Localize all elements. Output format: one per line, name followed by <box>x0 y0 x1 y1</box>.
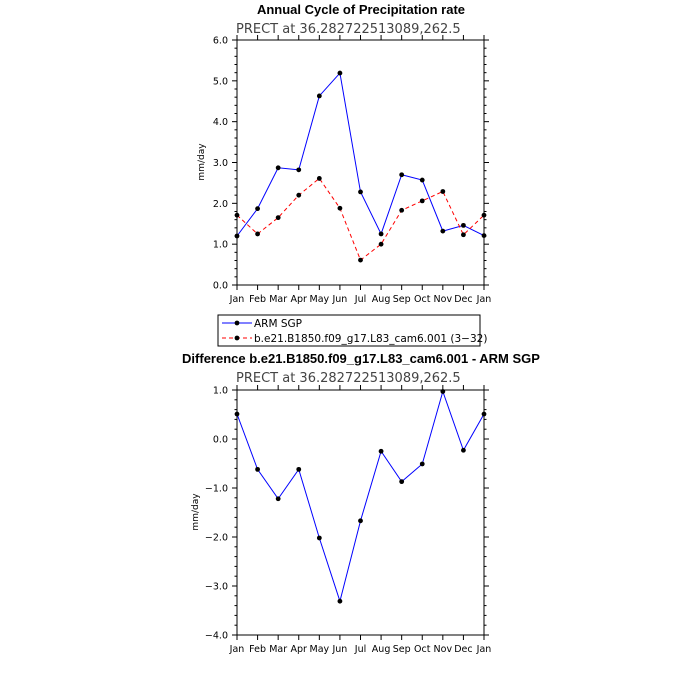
data-point <box>296 167 302 173</box>
x-tick-label: Aug <box>372 644 391 655</box>
data-point <box>481 212 487 218</box>
x-tick-label: Aug <box>372 294 391 305</box>
y-tick-label: 1.0 <box>213 240 228 251</box>
data-point <box>440 189 446 194</box>
chart-title: Annual Cycle of Precipitation rate <box>257 2 465 17</box>
x-tick-label: Nov <box>434 644 453 655</box>
x-tick-label: Apr <box>291 644 308 655</box>
x-tick-label: Jan <box>476 294 492 305</box>
data-point <box>255 466 260 472</box>
data-point <box>255 231 260 237</box>
data-point <box>296 192 302 198</box>
x-tick-label: Oct <box>414 294 431 305</box>
chart-subtitle: PRECT at 36.282722513089,262.5 <box>236 22 461 37</box>
data-point <box>419 177 425 183</box>
x-tick-label: Jan <box>229 644 245 655</box>
x-tick-label: Jan <box>476 644 492 655</box>
x-tick-label: Jun <box>331 644 347 655</box>
data-point <box>358 189 363 195</box>
y-tick-label: 1.0 <box>213 386 228 397</box>
x-tick-label: Dec <box>454 294 472 305</box>
data-point <box>316 176 322 181</box>
data-point <box>419 198 425 204</box>
legend-marker-arm-sgp <box>234 320 240 326</box>
data-point <box>378 231 384 237</box>
data-point <box>440 389 446 394</box>
legend-box <box>217 314 481 347</box>
legend-marker-model <box>234 335 240 341</box>
x-tick-label: May <box>310 644 330 655</box>
y-axis-label: mm/day <box>197 143 207 181</box>
data-point <box>275 496 281 502</box>
data-point <box>481 233 487 238</box>
precip-annual-cycle-panel: Annual Cycle of Precipitation rate PRECT… <box>197 2 491 347</box>
y-axis-label: mm/day <box>191 493 201 531</box>
data-point <box>234 233 240 239</box>
series-layer <box>234 70 487 263</box>
y-tick-label: 2.0 <box>213 199 228 210</box>
data-point <box>461 447 466 453</box>
x-tick-label: Mar <box>269 294 287 305</box>
y-tick-label: −3.0 <box>205 582 228 593</box>
data-point <box>275 165 281 171</box>
data-point <box>255 206 260 212</box>
data-point <box>234 411 240 417</box>
x-tick-label: Jul <box>354 294 366 305</box>
x-tick-label: Feb <box>249 644 266 655</box>
precip-difference-panel: Difference b.e21.B1850.f09_g17.L83_cam6.… <box>182 351 540 655</box>
data-point <box>337 598 343 604</box>
series-layer <box>234 389 487 604</box>
data-point <box>378 241 384 247</box>
y-tick-label: 0.0 <box>213 435 228 446</box>
data-point <box>358 257 363 263</box>
x-tick-label: Mar <box>269 644 287 655</box>
data-point <box>399 479 405 485</box>
y-tick-label: −2.0 <box>205 533 228 544</box>
data-point <box>399 172 405 178</box>
data-point <box>378 448 384 454</box>
x-tick-label: Jan <box>229 294 245 305</box>
data-point <box>316 93 322 99</box>
data-point <box>399 207 405 213</box>
data-point <box>419 461 425 467</box>
chart-title: Difference b.e21.B1850.f09_g17.L83_cam6.… <box>182 351 540 366</box>
y-tick-label: 3.0 <box>213 158 228 169</box>
y-tick-label: 4.0 <box>213 117 228 128</box>
x-tick-label: Jul <box>354 644 366 655</box>
axes: Jan Feb Mar Apr May Jun Jul Aug Sep Oct Nov Dec Jan−… <box>205 385 491 655</box>
x-tick-label: Nov <box>434 294 453 305</box>
data-point <box>337 205 343 211</box>
x-tick-label: Feb <box>249 294 266 305</box>
data-point <box>275 215 281 221</box>
data-point <box>296 466 302 472</box>
x-tick-label: Sep <box>393 644 411 655</box>
data-point <box>316 535 322 541</box>
data-point <box>337 70 343 76</box>
x-tick-label: May <box>310 294 330 305</box>
y-tick-label: −4.0 <box>205 631 228 642</box>
y-tick-label: 5.0 <box>213 76 228 87</box>
legend-label-model: b.e21.B1850.f09_g17.L83_cam6.001 (3−32) <box>254 333 487 345</box>
x-tick-label: Oct <box>414 644 431 655</box>
y-tick-label: −1.0 <box>205 484 228 495</box>
x-tick-label: Sep <box>393 294 411 305</box>
data-point <box>461 232 466 238</box>
x-tick-label: Dec <box>454 644 472 655</box>
legend-label-arm-sgp: ARM SGP <box>254 318 302 330</box>
x-tick-label: Jun <box>331 294 347 305</box>
chart-subtitle: PRECT at 36.282722513089,262.5 <box>236 371 461 386</box>
data-point <box>440 228 446 234</box>
x-tick-label: Apr <box>291 294 308 305</box>
axes: Jan Feb Mar Apr May Jun Jul Aug Sep Oct Nov Dec Jan0… <box>213 35 491 305</box>
data-point <box>358 518 363 524</box>
data-point <box>481 411 487 417</box>
y-tick-label: 6.0 <box>213 36 228 47</box>
data-point <box>461 222 466 228</box>
y-tick-label: 0.0 <box>213 281 228 292</box>
data-point <box>234 212 240 218</box>
legend: ARM SGP b.e21.B1850.f09_g17.L83_cam6.001… <box>217 314 487 347</box>
